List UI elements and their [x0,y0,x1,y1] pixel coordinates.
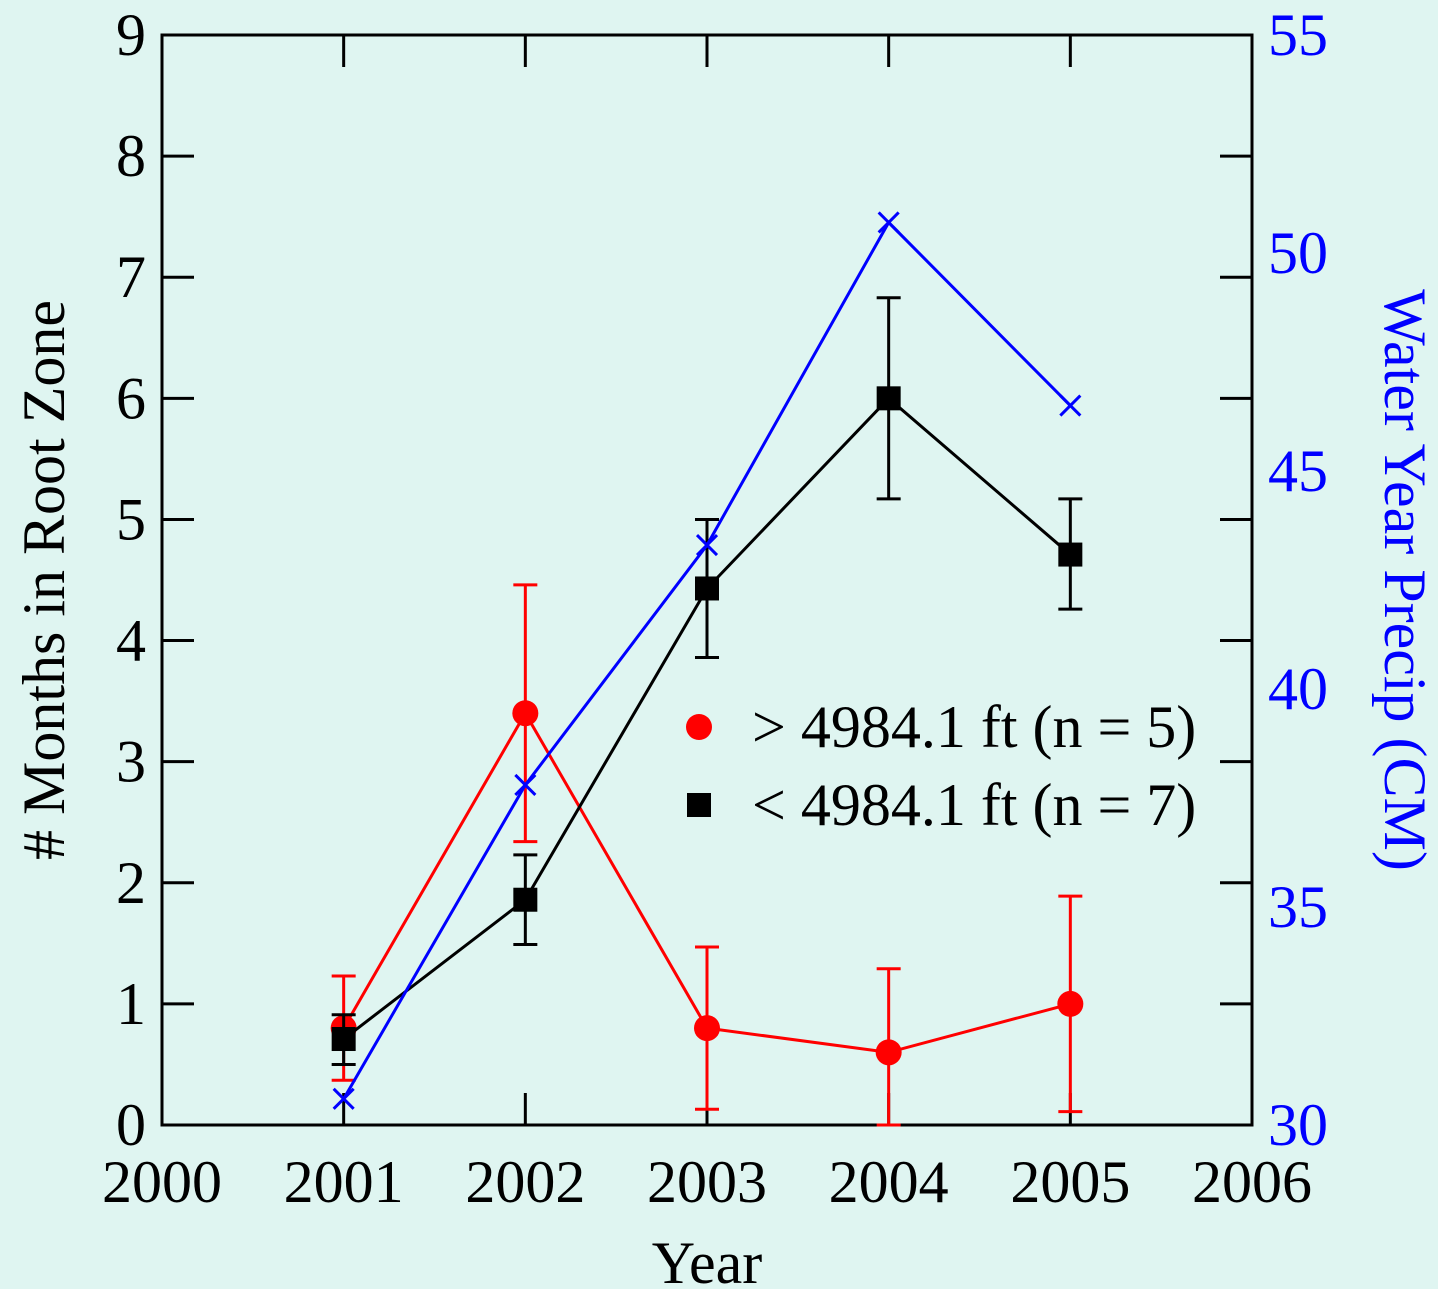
y-tick-label: 4 [116,608,146,674]
x-tick-label: 2005 [1010,1149,1130,1215]
data-point [877,211,900,234]
legend-marker [686,714,712,740]
data-point [875,1039,902,1066]
legend-label: < 4984.1 ft (n = 7) [752,772,1196,838]
series-layer [330,211,1084,1127]
data-point [332,1087,355,1110]
y-tick-label: 9 [116,2,146,68]
y2-axis-label: Water Year Precip (CM) [1372,289,1438,871]
y-tick-label: 5 [116,486,146,552]
data-point-stroke [332,1087,355,1110]
y2-tick-label: 40 [1268,656,1328,722]
data-point-stroke [1059,394,1082,417]
data-point [1058,542,1083,567]
series-3 [332,211,1082,1110]
x-tick-label: 2001 [284,1149,404,1215]
y-tick-label: 7 [116,244,146,310]
data-point [514,773,537,796]
y2-tick-label: 50 [1268,220,1328,286]
data-point [694,1015,720,1042]
y2-tick-label: 35 [1268,874,1328,940]
data-point-stroke [877,211,900,234]
y2-tick-label: 55 [1268,2,1328,68]
y-tick-label: 8 [116,123,146,189]
legend: > 4984.1 ft (n = 5) < 4984.1 ft (n = 7) [686,694,1196,838]
y2-tick-label: 45 [1268,438,1328,504]
x-axis-label: Year [652,1230,763,1289]
data-point [695,534,719,557]
legend-entry: > 4984.1 ft (n = 5) [686,694,1196,760]
x-tick-label: 2000 [102,1149,222,1215]
data-point-stroke [695,534,719,557]
y-axis-label: # Months in Root Zone [11,300,77,860]
y2-tick-label: 30 [1268,1092,1328,1158]
x-tick-label: 2003 [647,1149,767,1215]
x-tick-label: 2006 [1192,1149,1312,1215]
legend-marker [687,793,711,817]
data-point [513,887,538,912]
y-tick-label: 2 [116,850,146,916]
data-point [695,576,719,601]
y-tick-label: 6 [116,365,146,431]
data-point [876,386,901,411]
x-tick-label: 2002 [465,1149,585,1215]
legend-entry: < 4984.1 ft (n = 7) [687,772,1196,838]
series-2 [331,296,1083,1066]
y-tick-label: 3 [116,729,146,795]
legend-label: > 4984.1 ft (n = 5) [752,694,1196,760]
series-1 [330,583,1084,1127]
data-point [1059,394,1082,417]
data-point [331,1027,356,1052]
axis-ticks: 2000 2001 2002 2003 2004 2005 2006012345678930… [102,2,1328,1215]
y-tick-label: 0 [116,1092,146,1158]
x-tick-label: 2004 [829,1149,949,1215]
data-point [512,700,539,727]
data-point [1057,990,1084,1017]
data-point-stroke [514,773,537,796]
y-tick-label: 1 [116,971,146,1037]
